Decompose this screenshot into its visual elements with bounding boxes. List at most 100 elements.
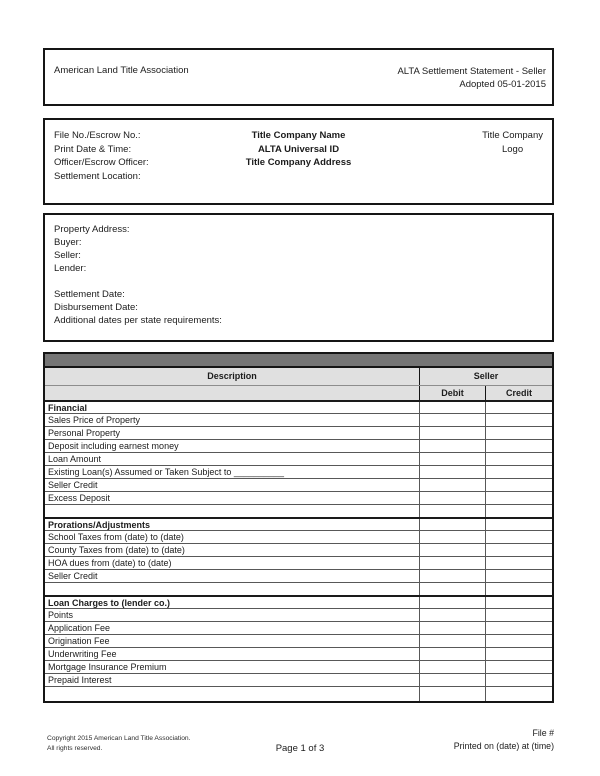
row-debit-cell: [420, 402, 486, 413]
table-row: [45, 504, 552, 517]
spacer-line: [54, 275, 552, 288]
table-row: Excess Deposit: [45, 491, 552, 504]
row-credit-cell: [486, 544, 552, 556]
field-disbursement-date: Disbursement Date:: [54, 302, 138, 313]
row-credit-cell: [486, 402, 552, 413]
doc-title-block: ALTA Settlement Statement - Seller Adopt…: [397, 65, 546, 91]
row-credit-cell: [486, 648, 552, 660]
table-row: Prepaid Interest: [45, 673, 552, 686]
row-credit-cell: [486, 427, 552, 439]
row-credit-cell: [486, 609, 552, 621]
row-description: Financial: [45, 402, 420, 413]
table-subheader-row: Debit Credit: [45, 385, 552, 400]
field-settlement-date: Settlement Date:: [54, 289, 125, 300]
row-debit-cell: [420, 440, 486, 452]
table-row: Points: [45, 608, 552, 621]
doc-title: ALTA Settlement Statement - Seller: [397, 66, 546, 77]
table-group-header-row: Description Seller: [45, 368, 552, 385]
row-credit-cell: [486, 597, 552, 608]
description-subheader-cell: [45, 386, 420, 400]
field-file-no: File No./Escrow No.:: [54, 130, 141, 141]
title-company-name: Title Company Name: [251, 130, 346, 141]
row-description: County Taxes from (date) to (date): [45, 544, 420, 556]
row-description: Loan Charges to (lender co.): [45, 597, 420, 608]
seller-column-header: Seller: [473, 371, 499, 381]
table-row: Underwriting Fee: [45, 647, 552, 660]
table-row: [45, 582, 552, 595]
row-credit-cell: [486, 466, 552, 478]
field-settlement-location: Settlement Location:: [54, 170, 141, 182]
row-debit-cell: [420, 661, 486, 673]
table-row: Personal Property: [45, 426, 552, 439]
logo-line-1: Title Company: [482, 130, 543, 141]
transaction-info-box: Property Address: Buyer: Seller: Lender:…: [43, 213, 554, 342]
row-debit-cell: [420, 609, 486, 621]
row-credit-cell: [486, 414, 552, 426]
row-description: HOA dues from (date) to (date): [45, 557, 420, 569]
field-additional-dates: Additional dates per state requirements:: [54, 315, 222, 326]
printed-on: Printed on (date) at (time): [453, 741, 554, 751]
footer-right-block: File # Printed on (date) at (time): [454, 727, 554, 753]
table-row: County Taxes from (date) to (date): [45, 543, 552, 556]
row-description: Prorations/Adjustments: [45, 519, 420, 530]
field-lender: Lender:: [54, 263, 87, 274]
row-debit-cell: [420, 466, 486, 478]
row-description: Sales Price of Property: [45, 414, 420, 426]
settlement-table: Description Seller Debit Credit Financia…: [43, 352, 554, 703]
field-print-date: Print Date & Time:: [54, 143, 132, 155]
page-number: Page 1 of 3: [275, 743, 325, 754]
debit-column-header: Debit: [420, 386, 486, 400]
table-row: School Taxes from (date) to (date): [45, 530, 552, 543]
table-row: Loan Amount: [45, 452, 552, 465]
row-debit-cell: [420, 427, 486, 439]
table-body: Financial Sales Price of Property Personal…: [45, 400, 552, 701]
adopted-date: Adopted 05-01-2015: [459, 79, 546, 90]
row-debit-cell: [420, 648, 486, 660]
file-info-box: File No./Escrow No.: Print Date & Time: …: [43, 118, 554, 205]
row-credit-cell: [486, 492, 552, 504]
title-company-block: Title Company Name ALTA Universal ID Tit…: [45, 129, 552, 170]
row-debit-cell: [420, 674, 486, 686]
row-credit-cell: [486, 687, 552, 701]
file-ref: File #: [532, 728, 554, 738]
row-debit-cell: [420, 519, 486, 530]
row-credit-cell: [486, 531, 552, 543]
row-description: Existing Loan(s) Assumed or Taken Subjec…: [45, 466, 420, 478]
field-officer: Officer/Escrow Officer:: [54, 157, 149, 168]
row-credit-cell: [486, 674, 552, 686]
table-row: Financial: [45, 400, 552, 413]
row-description: Underwriting Fee: [45, 648, 420, 660]
file-info-labels: File No./Escrow No.: Print Date & Time: …: [54, 129, 149, 183]
row-debit-cell: [420, 635, 486, 647]
row-credit-cell: [486, 519, 552, 530]
credit-column-header: Credit: [505, 388, 532, 398]
row-credit-cell: [486, 557, 552, 569]
table-row: Mortgage Insurance Premium: [45, 660, 552, 673]
table-top-bar: [45, 354, 552, 368]
row-debit-cell: [420, 492, 486, 504]
masthead-box: American Land Title Association ALTA Set…: [43, 48, 554, 106]
row-credit-cell: [486, 479, 552, 491]
row-credit-cell: [486, 635, 552, 647]
table-row: Application Fee: [45, 621, 552, 634]
row-debit-cell: [420, 453, 486, 465]
row-credit-cell: [486, 661, 552, 673]
row-description: Excess Deposit: [45, 492, 420, 504]
row-description: Application Fee: [45, 622, 420, 634]
row-description: [45, 505, 420, 517]
row-credit-cell: [486, 440, 552, 452]
table-row: [45, 686, 552, 701]
row-credit-cell: [486, 453, 552, 465]
table-row: Existing Loan(s) Assumed or Taken Subjec…: [45, 465, 552, 478]
field-seller: Seller:: [54, 250, 81, 261]
row-debit-cell: [420, 414, 486, 426]
row-credit-cell: [486, 583, 552, 595]
row-description: Loan Amount: [45, 453, 420, 465]
row-debit-cell: [420, 622, 486, 634]
row-description: Seller Credit: [45, 570, 420, 582]
row-credit-cell: [486, 570, 552, 582]
field-buyer: Buyer:: [54, 237, 82, 248]
copyright-text: Copyright 2015 American Land Title Assoc…: [47, 734, 191, 754]
row-debit-cell: [420, 479, 486, 491]
row-debit-cell: [420, 597, 486, 608]
